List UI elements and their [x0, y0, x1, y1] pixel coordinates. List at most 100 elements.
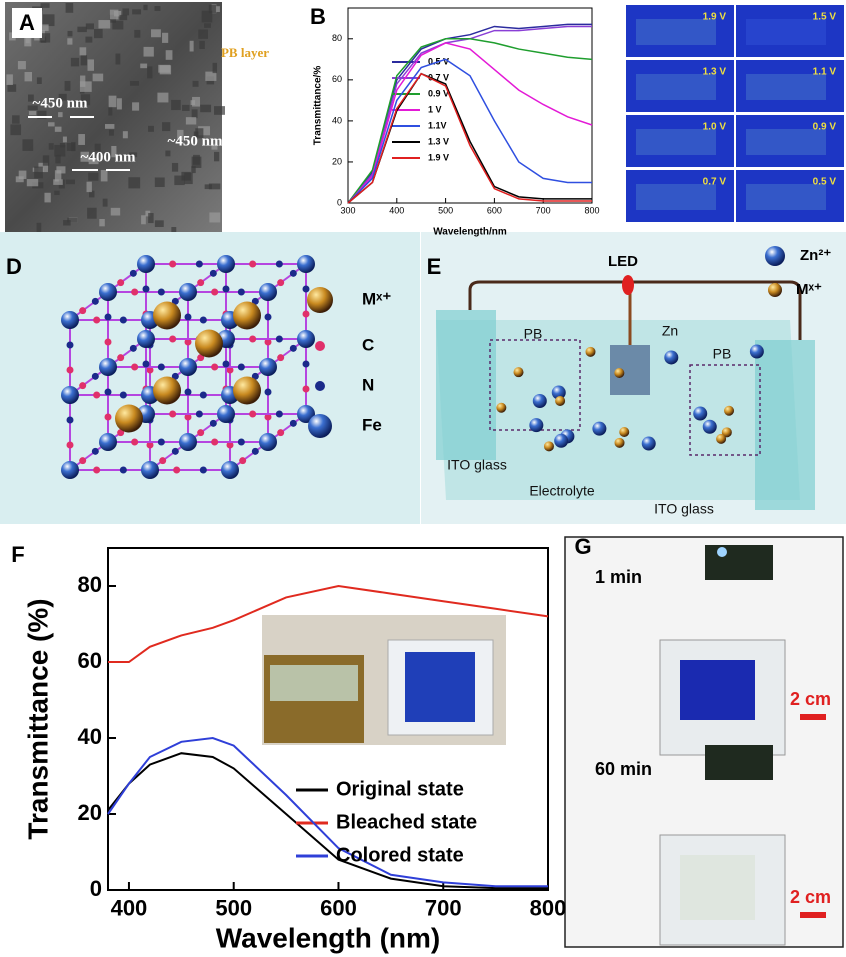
m-ion	[555, 396, 565, 406]
panel-letter: B	[310, 4, 326, 29]
crystal	[86, 23, 94, 29]
m-ion	[195, 330, 223, 358]
crystal	[148, 126, 154, 132]
crystal	[165, 151, 170, 157]
crystal	[151, 29, 161, 37]
crystal	[29, 111, 36, 115]
crystal	[140, 64, 147, 69]
legend-text: Mˣ⁺	[796, 281, 822, 298]
crystal	[132, 9, 141, 14]
legend-text: 1.9 V	[428, 152, 449, 162]
crystal	[204, 23, 211, 28]
n-atom	[276, 411, 283, 418]
x-tick-label: 400	[111, 896, 148, 921]
crystal	[54, 191, 59, 195]
legend-text: 1.1V	[428, 120, 447, 130]
multimeter-display	[270, 665, 358, 701]
crystal	[192, 109, 198, 118]
n-atom	[290, 420, 297, 427]
crystal	[66, 180, 75, 185]
label: PB	[524, 326, 543, 342]
panel-letter: E	[427, 254, 442, 279]
crystal	[128, 177, 140, 188]
photo-text-area	[746, 19, 826, 45]
fe-atom	[99, 358, 117, 376]
crystal	[78, 134, 85, 145]
crystal	[117, 98, 122, 109]
c-atom	[249, 411, 256, 418]
n-atom	[303, 286, 310, 293]
legend-text: Original state	[336, 778, 464, 800]
voltage-label: 0.5 V	[813, 177, 837, 188]
crystal	[80, 81, 92, 92]
crystal	[155, 177, 165, 187]
y-axis-label: Transmittance (%)	[22, 598, 53, 839]
panel-letter: D	[6, 254, 22, 279]
crystal	[88, 173, 98, 181]
line	[108, 738, 548, 886]
c-atom	[303, 386, 310, 393]
m-ion	[115, 405, 143, 433]
m-ion	[615, 438, 625, 448]
crystal	[132, 102, 139, 110]
legend-symbol	[765, 246, 785, 266]
legend-symbol	[308, 414, 332, 438]
c-atom	[67, 367, 74, 374]
crystal	[55, 127, 62, 132]
crystal	[27, 179, 38, 186]
crystal	[16, 176, 24, 182]
c-atom	[169, 336, 176, 343]
device-film	[405, 652, 475, 722]
zn-ion	[642, 437, 656, 451]
crystal	[110, 10, 119, 20]
n-atom	[238, 364, 245, 371]
fe-atom	[259, 358, 277, 376]
fe-atom	[217, 255, 235, 273]
n-atom	[252, 448, 259, 455]
n-atom	[290, 345, 297, 352]
crystal	[190, 41, 194, 52]
crystal	[80, 47, 87, 55]
crystal	[94, 29, 103, 38]
voltage-label: 1.5 V	[813, 12, 837, 23]
c-atom	[173, 467, 180, 474]
fe-atom	[61, 386, 79, 404]
c-atom	[79, 382, 86, 389]
crystal	[77, 27, 86, 32]
line	[348, 26, 592, 203]
crystal	[186, 117, 196, 124]
n-atom	[105, 314, 112, 321]
crystal	[49, 143, 54, 149]
legend-symbol	[315, 381, 325, 391]
legend-text: N	[362, 375, 374, 394]
y-tick-label: 60	[78, 648, 102, 673]
ito-glass	[755, 340, 815, 510]
y-tick-label: 0	[337, 197, 342, 207]
n-atom	[130, 270, 137, 277]
crystal	[101, 170, 108, 181]
c-atom	[93, 317, 100, 324]
n-atom	[276, 261, 283, 268]
label: Electrolyte	[529, 483, 595, 499]
x-tick-label: 400	[389, 205, 404, 215]
fe-atom	[61, 461, 79, 479]
c-atom	[117, 279, 124, 286]
n-atom	[67, 342, 74, 349]
crystal	[68, 31, 73, 36]
c-atom	[277, 354, 284, 361]
circuit-board	[705, 545, 773, 580]
annotation: PB layer	[221, 45, 269, 60]
crystal	[66, 3, 74, 13]
crystal	[108, 107, 112, 116]
panel-letter: G	[574, 534, 591, 559]
crystal	[172, 163, 178, 172]
crystal	[147, 66, 152, 78]
c-atom	[249, 261, 256, 268]
n-atom	[200, 317, 207, 324]
fe-atom	[221, 461, 239, 479]
crystal	[43, 155, 49, 165]
y-tick-label: 40	[332, 115, 342, 125]
crystal	[103, 199, 108, 207]
scale-label: 2μm	[251, 181, 293, 206]
crystal	[162, 122, 170, 131]
